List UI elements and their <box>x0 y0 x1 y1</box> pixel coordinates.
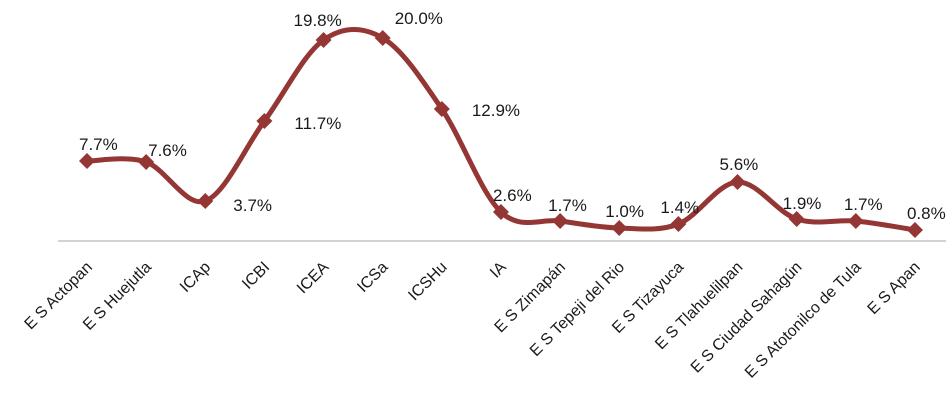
data-label: 1.9% <box>783 194 822 213</box>
data-label: 7.7% <box>79 135 118 154</box>
data-label: 12.9% <box>472 101 520 120</box>
x-tick-label: E S Ciudad Sahagún <box>688 259 806 377</box>
data-point-marker <box>906 222 923 238</box>
data-point-marker <box>138 154 155 170</box>
data-point-marker <box>788 211 805 227</box>
data-label: 0.8% <box>907 204 946 223</box>
x-tick-label: ICSHu <box>405 259 450 304</box>
data-point-marker <box>315 32 332 48</box>
data-point-marker <box>670 216 687 232</box>
data-label: 19.8% <box>294 11 342 30</box>
data-label: 2.6% <box>493 186 532 205</box>
data-label: 1.4% <box>660 198 699 217</box>
data-label: 5.6% <box>720 155 759 174</box>
data-point-marker <box>433 101 450 117</box>
x-tick-label: ICEA <box>294 259 333 298</box>
x-tick-label: ICBI <box>239 259 273 293</box>
data-labels: 7.7% 7.6% 3.7% 11.7% 19.8% 20.0% 12.9% 2.6% 1.7%… <box>79 9 946 223</box>
x-tick-label: E S Atotonilco de Tula <box>742 259 865 382</box>
data-point-marker <box>729 174 746 190</box>
data-point-marker <box>847 213 864 229</box>
data-point-marker <box>79 153 95 169</box>
data-label: 7.6% <box>148 141 187 160</box>
x-tick-label: ICAp <box>177 259 214 296</box>
data-point-marker <box>492 204 509 220</box>
x-tick-label: ICSa <box>354 259 391 296</box>
data-point-marker <box>611 220 628 236</box>
series-line <box>84 27 918 233</box>
data-point-marker <box>552 213 569 229</box>
data-point-marker <box>374 30 391 46</box>
markers <box>79 30 923 238</box>
data-label: 1.7% <box>844 195 883 214</box>
data-label: 1.7% <box>548 196 587 215</box>
data-label: 20.0% <box>395 9 443 28</box>
data-point-marker <box>197 193 214 209</box>
data-label: 1.0% <box>605 202 644 221</box>
data-label: 3.7% <box>233 196 272 215</box>
data-label: 11.7% <box>294 114 341 133</box>
x-tick-label: IA <box>487 259 510 282</box>
data-point-marker <box>256 113 273 129</box>
x-tick-label: E S Apan <box>865 259 924 318</box>
